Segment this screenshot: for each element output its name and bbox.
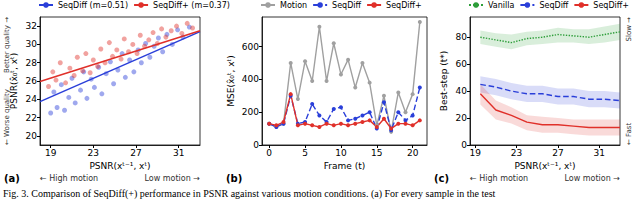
svg-text:80: 80 [456,32,468,42]
svg-text:20: 20 [407,148,419,158]
svg-text:Frame (t): Frame (t) [324,161,365,171]
svg-text:SeqDiff (m=0.51): SeqDiff (m=0.51) [58,1,128,10]
svg-text:28: 28 [26,58,38,68]
svg-text:← High motion: ← High motion [470,174,528,183]
svg-text:← Worse quality: ← Worse quality [3,89,11,145]
svg-text:SeqDiff: SeqDiff [539,1,568,10]
svg-text:Best-step (t*): Best-step (t*) [439,51,449,112]
svg-text:20: 20 [456,113,468,123]
svg-text:32: 32 [26,21,37,31]
svg-text:SeqDiff+ (m=0.37): SeqDiff+ (m=0.37) [153,1,230,10]
svg-text:27: 27 [552,148,563,158]
svg-text:SeqDiff+: SeqDiff+ [386,1,422,10]
svg-text:27: 27 [130,148,141,158]
svg-text:Low motion →: Low motion → [144,174,200,183]
svg-text:Better quality →: Better quality → [3,17,11,73]
svg-text:200: 200 [242,107,259,117]
svg-text:26: 26 [26,76,38,86]
svg-text:23: 23 [88,148,99,158]
svg-text:23: 23 [511,148,522,158]
svg-text:30: 30 [26,39,38,49]
svg-text:19: 19 [469,148,481,158]
svg-text:← Fast: ← Fast [625,123,633,145]
svg-text:20: 20 [26,131,38,141]
svg-text:Vanilla: Vanilla [488,1,514,10]
svg-text:Fig. 3. Comparison of SeqDiff(: Fig. 3. Comparison of SeqDiff(+) perform… [3,188,496,200]
svg-text:19: 19 [45,148,57,158]
svg-text:22: 22 [26,113,37,123]
svg-text:10: 10 [335,148,347,158]
svg-text:40: 40 [456,86,468,96]
svg-text:SeqDiff+: SeqDiff+ [593,1,629,10]
svg-text:31: 31 [594,148,605,158]
svg-text:MSE(x̂₀ᵗ, xᵗ): MSE(x̂₀ᵗ, xᵗ) [226,55,236,106]
svg-text:0: 0 [266,148,272,158]
svg-text:600: 600 [242,42,259,52]
svg-text:← High motion: ← High motion [40,174,98,183]
svg-text:Slow →: Slow → [625,17,633,42]
svg-text:0: 0 [253,140,259,150]
svg-text:PSNR(x̂₀ᵗ, xᵗ): PSNR(x̂₀ᵗ, xᵗ) [9,53,19,109]
svg-text:15: 15 [371,148,382,158]
svg-text:24: 24 [26,94,38,104]
svg-text:PSNR(xᵗ⁻¹, xᵗ): PSNR(xᵗ⁻¹, xᵗ) [514,161,575,171]
svg-text:Low motion →: Low motion → [564,174,620,183]
svg-text:400: 400 [242,74,259,84]
svg-text:60: 60 [456,59,468,69]
svg-text:(c): (c) [434,173,449,184]
svg-text:(b): (b) [226,173,242,184]
svg-text:31: 31 [173,148,184,158]
svg-text:0: 0 [461,140,467,150]
svg-text:(a): (a) [4,173,20,184]
svg-text:Motion: Motion [280,1,307,10]
svg-text:PSNR(xᵗ⁻¹, xᵗ): PSNR(xᵗ⁻¹, xᵗ) [89,161,150,171]
svg-text:SeqDiff: SeqDiff [332,1,361,10]
svg-text:5: 5 [302,148,308,158]
